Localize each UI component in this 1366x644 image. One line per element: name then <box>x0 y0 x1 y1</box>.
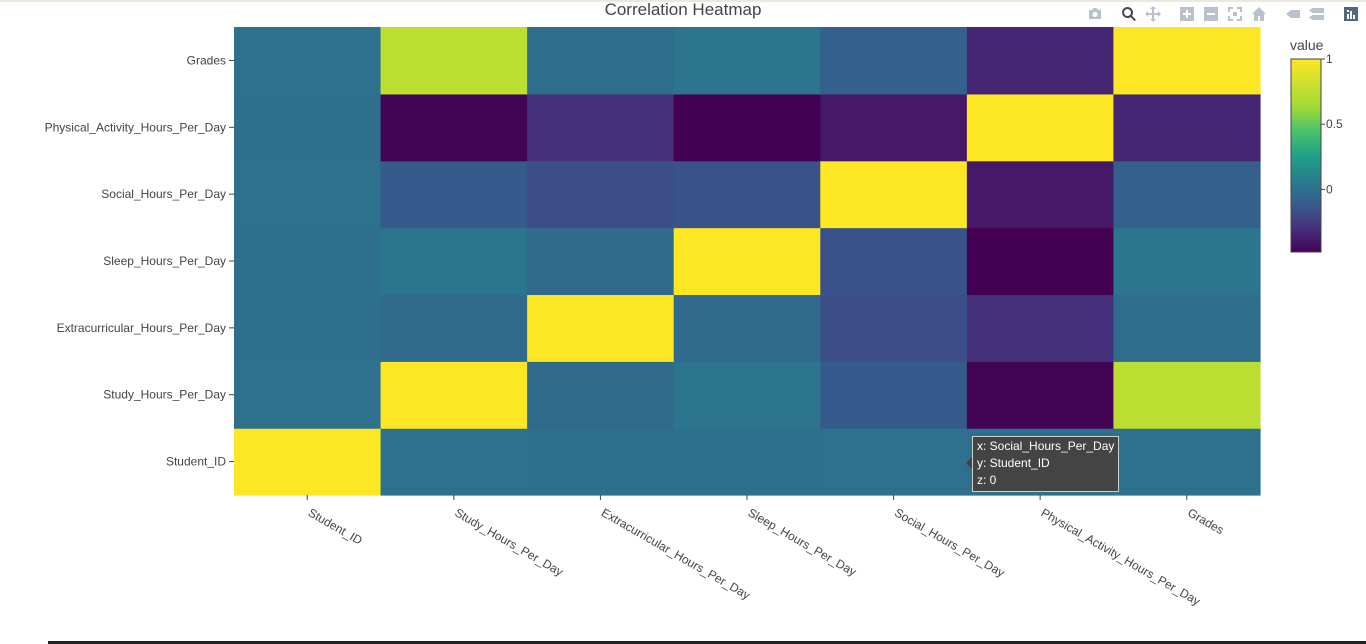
heatmap-cell[interactable] <box>820 227 968 296</box>
heatmap-cell[interactable] <box>673 93 821 162</box>
heatmap-cell[interactable] <box>234 428 382 496</box>
x-tick-label: Study_Hours_Per_Day <box>452 505 565 578</box>
heatmap-cell[interactable] <box>527 428 675 496</box>
heatmap-cell[interactable] <box>527 227 675 296</box>
heatmap-cell[interactable] <box>820 428 968 496</box>
compare-hover-icon[interactable] <box>1306 4 1328 24</box>
tooltip-y: y: Student_ID <box>977 456 1050 470</box>
heatmap-cell[interactable] <box>380 160 528 229</box>
heatmap-cell[interactable] <box>820 27 968 95</box>
y-tick-label: Student_ID <box>166 455 226 469</box>
heatmap-cell[interactable] <box>1113 361 1261 429</box>
y-tick-label: Sleep_Hours_Per_Day <box>103 254 226 268</box>
heatmap-cell[interactable] <box>820 361 968 429</box>
y-tick-label: Extracurricular_Hours_Per_Day <box>57 321 226 335</box>
heatmap-cell[interactable] <box>1113 428 1261 496</box>
y-tick-label: Study_Hours_Per_Day <box>103 388 226 402</box>
heatmap-cell[interactable] <box>380 428 528 496</box>
x-tick-label: Student_ID <box>306 505 365 547</box>
home-icon[interactable] <box>1248 4 1270 24</box>
heatmap-cell[interactable] <box>527 27 675 95</box>
y-axis-ticks: Student_ID Study_Hours_Per_Day Extracurric… <box>45 53 234 469</box>
modebar <box>1084 4 1362 24</box>
spike-lines-icon[interactable] <box>1282 4 1304 24</box>
x-tick-label: Social_Hours_Per_Day <box>892 505 1007 579</box>
heatmap-cell[interactable] <box>234 294 382 362</box>
heatmap-cell[interactable] <box>1113 93 1261 162</box>
heatmap-cell[interactable] <box>234 93 382 162</box>
heatmap-cell[interactable] <box>234 27 382 95</box>
y-tick-label: Social_Hours_Per_Day <box>101 187 226 201</box>
zoom-in-icon[interactable] <box>1176 4 1198 24</box>
heatmap-cell[interactable] <box>527 294 675 362</box>
heatmap-cell[interactable] <box>527 160 675 229</box>
colorbar-tick-label: 0.5 <box>1326 117 1343 131</box>
heatmap-cell[interactable] <box>380 27 528 95</box>
y-tick-label: Grades <box>187 53 226 67</box>
heatmap-cell[interactable] <box>1113 160 1261 229</box>
heatmap-cell[interactable] <box>673 361 821 429</box>
x-tick-label: Physical_Activity_Hours_Per_Day <box>1039 505 1203 608</box>
heatmap-cell[interactable] <box>1113 27 1261 95</box>
x-axis-ticks: Student_ID Study_Hours_Per_Day Extracurric… <box>306 495 1226 608</box>
heatmap-cell[interactable] <box>673 27 821 95</box>
heatmap-cells[interactable] <box>234 27 1261 496</box>
heatmap-cell[interactable] <box>1113 294 1261 362</box>
heatmap-cell[interactable] <box>673 294 821 362</box>
heatmap-cell[interactable] <box>234 361 382 429</box>
heatmap-cell[interactable] <box>380 93 528 162</box>
heatmap-cell[interactable] <box>527 93 675 162</box>
y-tick-label: Physical_Activity_Hours_Per_Day <box>45 120 226 134</box>
colorbar-ticks: 10.50 <box>1321 52 1343 196</box>
heatmap-cell[interactable] <box>966 294 1115 362</box>
camera-icon[interactable] <box>1084 4 1106 24</box>
colorbar: value 10.50 <box>1290 37 1343 253</box>
heatmap-cell[interactable] <box>380 361 528 429</box>
bottom-border <box>0 641 1366 644</box>
heatmap-cell[interactable] <box>966 93 1115 162</box>
heatmap-cell[interactable] <box>820 160 968 229</box>
heatmap-cell[interactable] <box>673 160 821 229</box>
tooltip-x: x: Social_Hours_Per_Day <box>977 439 1115 453</box>
colorbar-tick-label: 0 <box>1326 182 1333 196</box>
heatmap-cell[interactable] <box>673 428 821 496</box>
hover-tooltip: x: Social_Hours_Per_Day y: Student_ID z:… <box>972 436 1120 492</box>
heatmap-cell[interactable] <box>234 160 382 229</box>
heatmap-cell[interactable] <box>527 361 675 429</box>
heatmap-cell[interactable] <box>966 27 1115 95</box>
top-border <box>0 0 1366 2</box>
pan-icon[interactable] <box>1142 4 1164 24</box>
x-tick-label: Sleep_Hours_Per_Day <box>746 505 859 578</box>
heatmap-cell[interactable] <box>966 227 1115 296</box>
heatmap-cell[interactable] <box>1113 227 1261 296</box>
heatmap-cell[interactable] <box>820 93 968 162</box>
autoscale-icon[interactable] <box>1224 4 1246 24</box>
tooltip-z: z: 0 <box>977 473 997 487</box>
colorbar-gradient <box>1290 58 1322 253</box>
x-tick-label: Extracurricular_Hours_Per_Day <box>599 505 753 602</box>
zoom-icon[interactable] <box>1118 4 1140 24</box>
colorbar-tick-label: 1 <box>1326 52 1333 66</box>
heatmap-cell[interactable] <box>380 294 528 362</box>
colorbar-title: value <box>1290 37 1324 53</box>
heatmap-cell[interactable] <box>966 160 1115 229</box>
heatmap-cell[interactable] <box>234 227 382 296</box>
zoom-out-icon[interactable] <box>1200 4 1222 24</box>
tooltip-arrow <box>966 457 972 469</box>
plotly-logo-icon[interactable] <box>1340 4 1362 24</box>
heatmap-cell[interactable] <box>966 361 1115 429</box>
heatmap-cell[interactable] <box>820 294 968 362</box>
heatmap-cell[interactable] <box>673 227 821 296</box>
x-tick-label: Grades <box>1185 505 1226 537</box>
chart-title: Correlation Heatmap <box>605 0 762 19</box>
heatmap-cell[interactable] <box>380 227 528 296</box>
